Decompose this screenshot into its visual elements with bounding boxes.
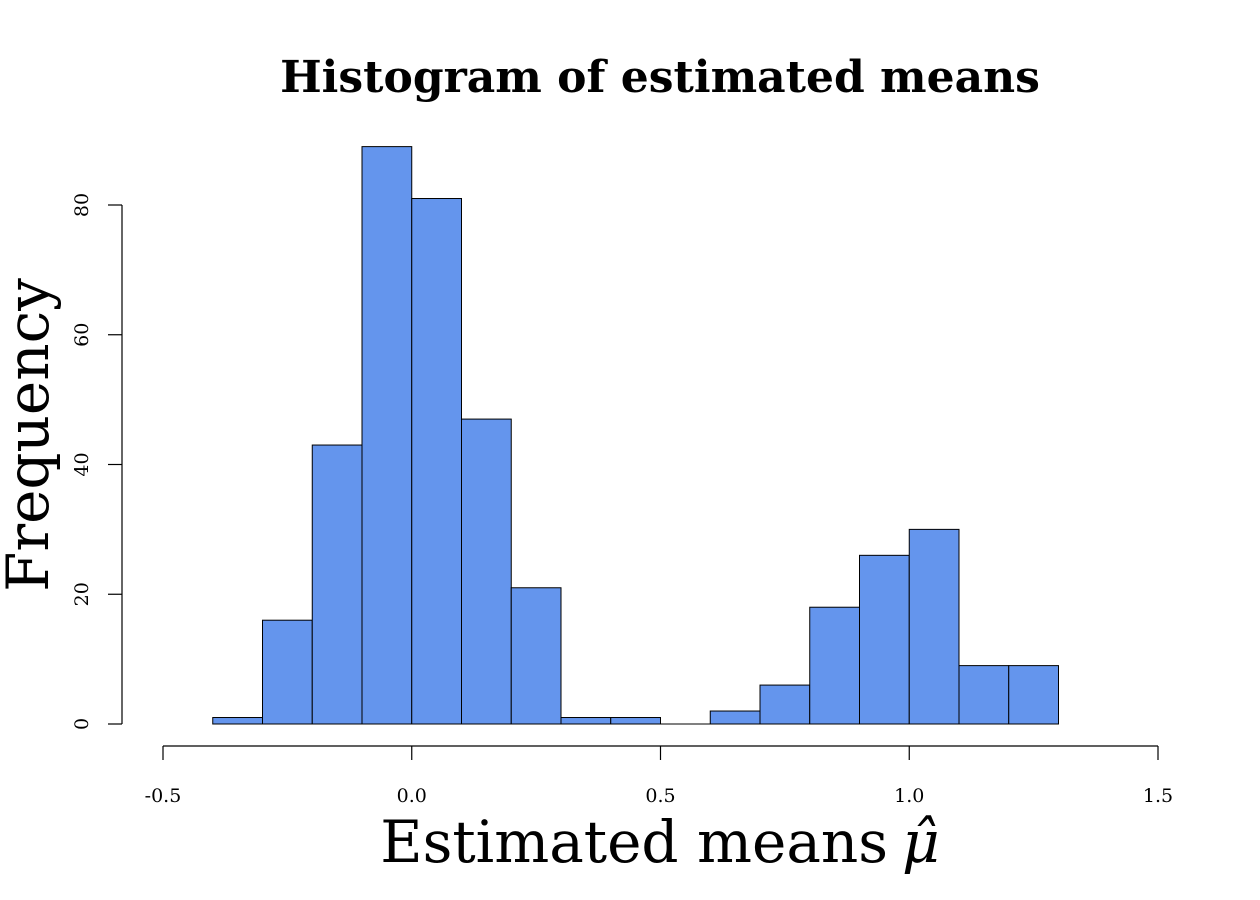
histogram-bar <box>908 528 960 725</box>
histogram-bar <box>958 665 1010 725</box>
bars-group <box>212 146 1059 725</box>
x-axis-title: Estimated means μ̂ <box>380 808 939 876</box>
y-axis: 0 20 40 60 80 <box>71 193 123 730</box>
histogram-bar <box>1008 665 1059 725</box>
x-axis-title-text: Estimated means <box>380 808 888 876</box>
histogram-bar <box>510 587 562 725</box>
x-axis: -0.5 0.0 0.5 1.0 1.5 <box>145 745 1173 807</box>
histogram-bar <box>809 606 860 725</box>
histogram-bar <box>610 717 661 725</box>
y-tick-label: 60 <box>71 323 93 347</box>
x-tick-label: 0.0 <box>397 785 427 807</box>
y-tick-label: 20 <box>71 582 93 606</box>
histogram-bar <box>859 554 910 725</box>
histogram-bar <box>411 198 462 725</box>
histogram-bar <box>560 717 612 725</box>
y-tick-label: 40 <box>71 452 93 476</box>
histogram-bar <box>212 717 263 725</box>
x-tick-label: 1.5 <box>1143 785 1173 807</box>
chart-title: Histogram of estimated means <box>280 52 1040 103</box>
histogram-bar <box>461 418 512 725</box>
histogram-bar <box>262 619 313 725</box>
histogram-bar <box>311 444 363 725</box>
histogram-bar <box>709 710 761 725</box>
x-tick-label: 0.5 <box>645 785 675 807</box>
histogram-bar <box>361 146 413 725</box>
mu-hat-symbol: μ̂ <box>902 808 940 876</box>
x-tick-label: 1.0 <box>894 785 924 807</box>
histogram-bar <box>759 684 811 725</box>
y-tick-label: 80 <box>71 193 93 217</box>
y-tick-label: 0 <box>71 718 93 730</box>
x-tick-label: -0.5 <box>145 785 182 807</box>
y-axis-title: Frequency <box>0 278 62 592</box>
